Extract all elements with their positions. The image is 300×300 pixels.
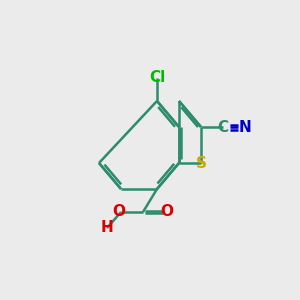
Text: C: C — [218, 119, 229, 134]
Text: Cl: Cl — [149, 70, 165, 85]
Text: N: N — [238, 119, 251, 134]
Text: S: S — [196, 155, 206, 170]
Text: O: O — [112, 205, 125, 220]
Text: H: H — [100, 220, 113, 236]
Text: O: O — [160, 205, 173, 220]
